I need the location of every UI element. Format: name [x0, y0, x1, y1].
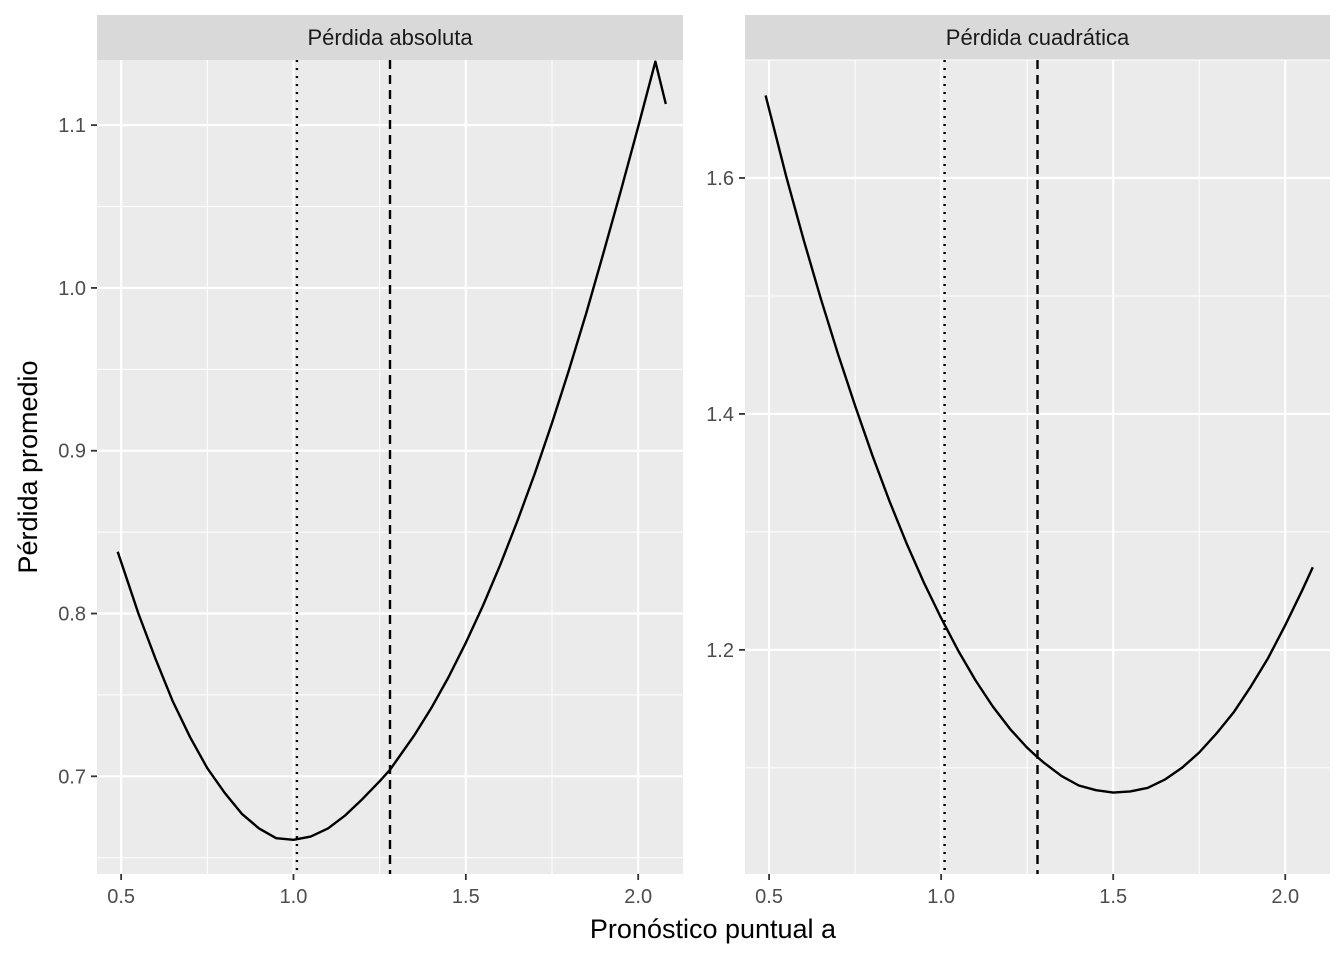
x-axis-title: Pronóstico puntual a	[590, 914, 837, 944]
y-tick-label: 1.1	[58, 115, 86, 137]
facet-strip-title: Pérdida absoluta	[307, 25, 473, 50]
x-tick-label: 0.5	[755, 886, 783, 908]
loss-curve-line	[764, 95, 1314, 794]
facet-panel-1: Pérdida absoluta 0.5 1.0 1.5 2.0 0.7 0.8 0.9 1.0…	[58, 15, 683, 908]
loss-curve-line	[116, 60, 667, 841]
x-tick-label: 2.0	[1271, 886, 1299, 908]
facet-strip	[745, 15, 1330, 60]
x-tick-label: 1.0	[927, 886, 955, 908]
y-tick-label: 1.4	[706, 404, 734, 426]
y-tick-label: 1.0	[58, 278, 86, 300]
chart-panels: Pérdida absoluta 0.5 1.0 1.5 2.0 0.7 0.8 0.9 1.0…	[58, 15, 1330, 908]
x-tick-label: 2.0	[624, 886, 652, 908]
x-tick-label: 0.5	[107, 886, 135, 908]
facet-strip	[97, 15, 683, 60]
y-tick-label: 0.7	[58, 766, 86, 788]
y-tick-label: 1.6	[706, 168, 734, 190]
x-tick-label: 1.0	[280, 886, 308, 908]
y-tick-label: 0.8	[58, 604, 86, 626]
x-tick-label: 1.5	[1099, 886, 1127, 908]
y-axis-title: Pérdida promedio	[13, 360, 43, 573]
facet-panel-2: Pérdida cuadrática 0.5 1.0 1.5 2.0 1.2 1.4 1.6	[706, 15, 1330, 908]
facet-strip-title: Pérdida cuadrática	[946, 25, 1130, 50]
x-tick-label: 1.5	[452, 886, 480, 908]
y-tick-label: 1.2	[706, 640, 734, 662]
y-tick-label: 0.9	[58, 441, 86, 463]
